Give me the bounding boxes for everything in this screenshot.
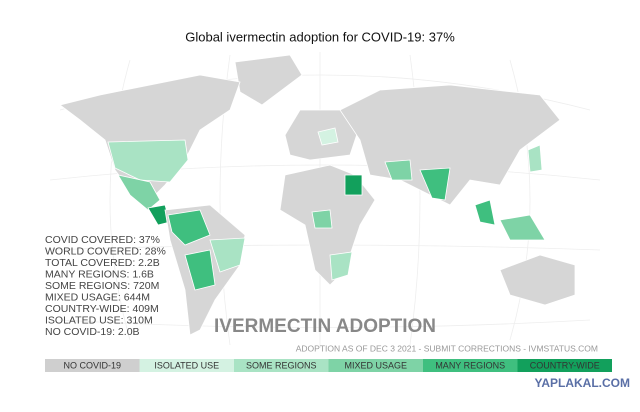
- legend-label: COUNTRY-WIDE: [530, 360, 600, 370]
- map: [59, 54, 576, 336]
- stat-line: MANY REGIONS: 1.6B: [45, 268, 154, 280]
- legend-swatch: [45, 359, 140, 372]
- stat-line: MIXED USAGE: 644M: [45, 291, 150, 303]
- legend-label: NO COVID-19: [63, 360, 121, 370]
- stat-line: COUNTRY-WIDE: 409M: [45, 303, 159, 315]
- stat-line: TOTAL COVERED: 2.2B: [45, 257, 160, 269]
- legend-swatch: [234, 359, 329, 372]
- title: Global ivermectin adoption for COVID-19:…: [185, 29, 455, 44]
- stat-line: WORLD COVERED: 28%: [45, 245, 166, 257]
- legend-label: ISOLATED USE: [154, 360, 219, 370]
- stat-line: NO COVID-19: 2.0B: [45, 326, 140, 338]
- stat-line: COVID COVERED: 37%: [45, 234, 160, 246]
- watermark: YAPLAKAL.COM: [534, 376, 630, 390]
- heading: IVERMECTIN ADOPTION: [214, 316, 436, 337]
- legend-swatch: [139, 359, 234, 372]
- stat-line: SOME REGIONS: 720M: [45, 280, 159, 292]
- legend: NO COVID-19 ISOLATED USE SOME REGIONS MIXED…: [45, 359, 612, 372]
- legend-label: MANY REGIONS: [435, 360, 505, 370]
- legend-swatch: [517, 359, 612, 372]
- legend-swatch: [423, 359, 518, 372]
- stat-line: ISOLATED USE: 310M: [45, 314, 153, 326]
- stats: COVID COVERED: 37%WORLD COVERED: 28%TOTA…: [45, 234, 166, 338]
- legend-swatch: [328, 359, 423, 372]
- legend-label: MIXED USAGE: [344, 360, 407, 370]
- note: ADOPTION AS OF DEC 3 2021 - SUBMIT CORRE…: [296, 343, 598, 353]
- legend-label: SOME REGIONS: [246, 360, 317, 370]
